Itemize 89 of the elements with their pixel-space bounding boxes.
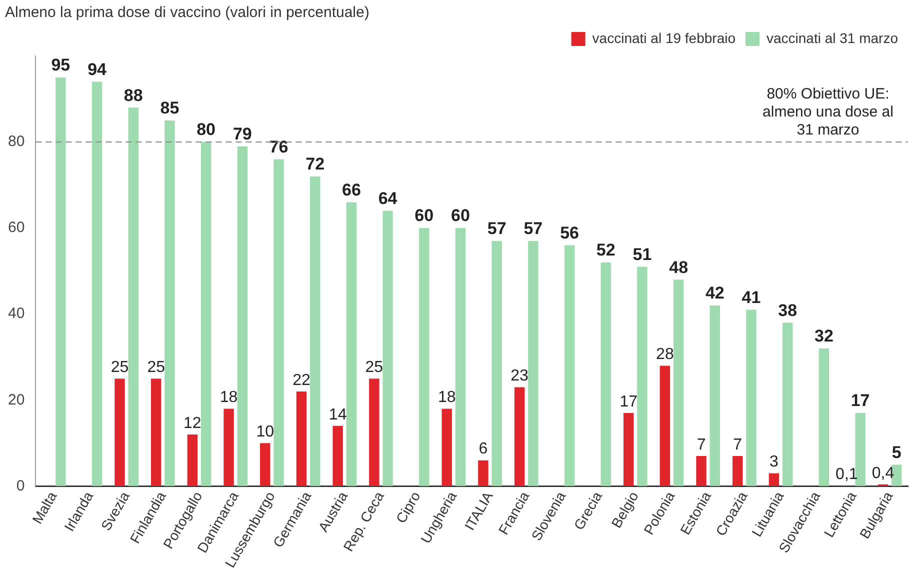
data-label: 17 — [620, 393, 638, 410]
data-label: 60 — [451, 206, 470, 226]
y-tick-label: 80 — [8, 133, 25, 150]
bar — [455, 228, 466, 486]
bar — [310, 176, 320, 486]
bar — [346, 202, 357, 486]
bar — [637, 266, 648, 486]
data-label: 38 — [778, 300, 798, 320]
bar — [224, 408, 234, 486]
bar — [419, 228, 430, 486]
data-label: 66 — [342, 180, 361, 200]
bar — [564, 245, 575, 486]
ref-line-label: 80% Obiettivo UE: almeno una dose al 31 marzo — [762, 86, 894, 139]
data-label: 95 — [51, 56, 70, 75]
bar — [369, 378, 380, 486]
data-label: 85 — [160, 98, 180, 118]
y-tick-label: 20 — [8, 391, 25, 408]
data-label: 72 — [306, 154, 325, 174]
bar — [492, 240, 502, 486]
bar — [768, 473, 780, 486]
data-label: 64 — [378, 189, 398, 208]
data-label: 52 — [596, 240, 616, 260]
data-label: 0,4 — [872, 464, 894, 482]
data-label: 25 — [110, 359, 129, 376]
bar — [296, 392, 307, 486]
y-tick-label: 0 — [16, 477, 25, 494]
bar — [660, 366, 670, 486]
bar — [818, 348, 830, 486]
bar — [673, 280, 684, 486]
data-label: 88 — [124, 86, 143, 105]
data-label: 22 — [292, 372, 310, 389]
bar — [114, 378, 125, 486]
data-label: 10 — [256, 424, 274, 441]
data-label: 25 — [147, 359, 166, 376]
data-label: 3 — [770, 454, 779, 471]
data-label: 6 — [478, 440, 488, 458]
bar — [200, 142, 212, 486]
data-label: 17 — [850, 391, 870, 410]
bar — [260, 443, 270, 486]
data-label: 7 — [733, 436, 742, 454]
data-label: 14 — [328, 406, 347, 424]
data-label: 28 — [656, 346, 674, 364]
data-label: 18 — [438, 389, 456, 406]
bar — [696, 456, 706, 486]
bar — [150, 378, 162, 486]
bar — [478, 460, 488, 486]
bar — [600, 262, 611, 486]
bar — [56, 78, 66, 486]
legend-label: vaccinati al 19 febbraio — [592, 30, 736, 46]
data-label: 41 — [742, 288, 761, 307]
legend-label: vaccinati al 31 marzo — [766, 30, 898, 46]
data-label: 12 — [184, 414, 202, 432]
bar — [164, 120, 175, 486]
data-label: 32 — [814, 326, 834, 346]
bar — [187, 434, 198, 486]
data-label: 57 — [524, 219, 543, 238]
chart-subtitle: Almeno la prima dose di vaccino (valori in percentuale) — [5, 4, 370, 22]
data-label: 56 — [560, 223, 579, 242]
data-label: 80 — [196, 120, 216, 140]
data-label: 7 — [696, 436, 706, 454]
data-label: 79 — [232, 124, 252, 144]
data-label: 51 — [632, 244, 652, 264]
bar — [623, 413, 634, 486]
data-label: 18 — [220, 389, 238, 406]
bar — [746, 310, 756, 486]
bar — [382, 210, 393, 486]
y-tick-label: 60 — [8, 219, 25, 236]
bar — [855, 413, 866, 486]
bar — [237, 146, 248, 486]
bar — [514, 387, 525, 486]
bar — [332, 426, 343, 486]
bar — [528, 240, 538, 486]
data-label: 94 — [88, 60, 108, 79]
bar — [92, 82, 102, 486]
bar — [782, 322, 793, 486]
data-label: 23 — [510, 368, 529, 385]
bar — [442, 408, 452, 486]
bar — [732, 456, 743, 486]
data-label: 60 — [414, 206, 434, 226]
bar — [710, 305, 720, 486]
y-tick-label: 40 — [8, 305, 25, 322]
bar — [274, 159, 284, 486]
data-label: 48 — [669, 258, 688, 277]
data-label: 0,1 — [836, 466, 858, 484]
data-label: 57 — [487, 219, 506, 238]
data-label: 5 — [892, 442, 902, 462]
data-label: 25 — [365, 359, 384, 376]
data-label: 42 — [705, 284, 724, 303]
bar — [128, 108, 138, 486]
